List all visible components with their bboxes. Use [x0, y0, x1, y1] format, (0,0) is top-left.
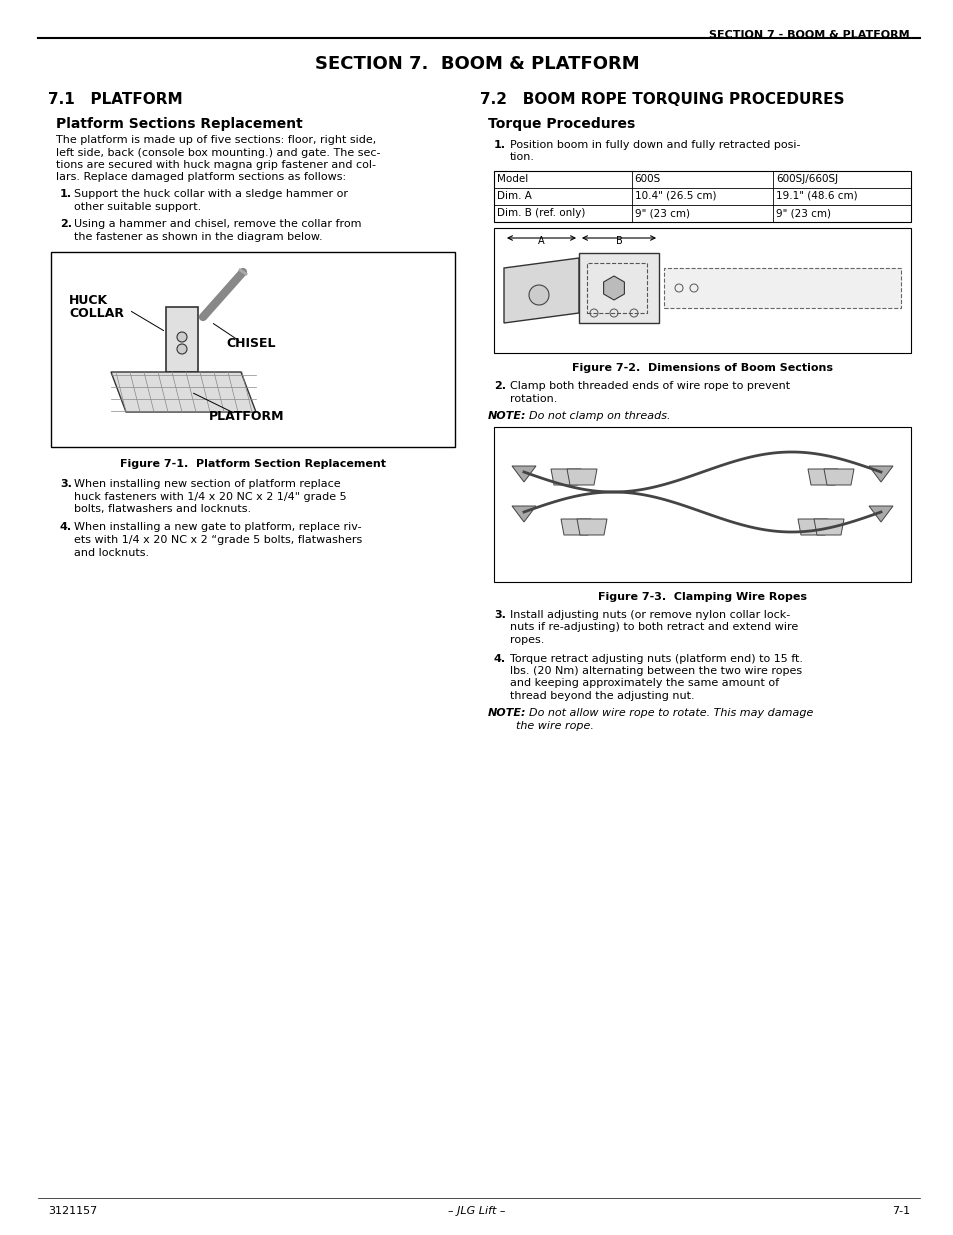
Text: The platform is made up of five sections: floor, right side,: The platform is made up of five sections…	[56, 135, 375, 144]
Text: Platform Sections Replacement: Platform Sections Replacement	[56, 117, 302, 131]
Text: Model: Model	[497, 174, 528, 184]
Text: Dim. A: Dim. A	[497, 191, 532, 201]
Text: A: A	[537, 236, 544, 246]
Circle shape	[177, 332, 187, 342]
Text: Clamp both threaded ends of wire rope to prevent: Clamp both threaded ends of wire rope to…	[510, 382, 789, 391]
Text: PLATFORM: PLATFORM	[209, 410, 284, 424]
Polygon shape	[512, 466, 536, 482]
Text: tions are secured with huck magna grip fastener and col-: tions are secured with huck magna grip f…	[56, 161, 375, 170]
Bar	[494, 170, 910, 222]
Text: SECTION 7.  BOOM & PLATFORM: SECTION 7. BOOM & PLATFORM	[314, 56, 639, 73]
Polygon shape	[503, 258, 578, 324]
Text: Dim. B (ref. only): Dim. B (ref. only)	[497, 207, 585, 219]
Text: the wire rope.: the wire rope.	[488, 721, 594, 731]
Text: and locknuts.: and locknuts.	[74, 547, 149, 557]
Text: nuts if re-adjusting) to both retract and extend wire: nuts if re-adjusting) to both retract an…	[510, 622, 798, 632]
Text: Install adjusting nuts (or remove nylon collar lock-: Install adjusting nuts (or remove nylon …	[510, 610, 789, 620]
Text: rotation.: rotation.	[510, 394, 557, 404]
Text: 600SJ/660SJ: 600SJ/660SJ	[776, 174, 838, 184]
Text: left side, back (console box mounting.) and gate. The sec-: left side, back (console box mounting.) …	[56, 147, 380, 158]
Text: 3121157: 3121157	[48, 1207, 97, 1216]
Text: NOTE:: NOTE:	[488, 709, 526, 719]
Text: When installing new section of platform replace: When installing new section of platform …	[74, 479, 340, 489]
Text: 9" (23 cm): 9" (23 cm)	[776, 207, 830, 219]
Text: 3.: 3.	[60, 479, 71, 489]
Text: the fastener as shown in the diagram below.: the fastener as shown in the diagram bel…	[74, 231, 322, 242]
Text: bolts, flatwashers and locknuts.: bolts, flatwashers and locknuts.	[74, 504, 251, 514]
Polygon shape	[512, 506, 536, 522]
Polygon shape	[868, 466, 892, 482]
Text: Figure 7-3.  Clamping Wire Ropes: Figure 7-3. Clamping Wire Ropes	[598, 592, 806, 601]
Text: lbs. (20 Nm) alternating between the two wire ropes: lbs. (20 Nm) alternating between the two…	[510, 666, 801, 676]
Text: other suitable support.: other suitable support.	[74, 201, 201, 211]
Polygon shape	[868, 506, 892, 522]
Bar	[586, 263, 646, 312]
Text: B: B	[615, 236, 621, 246]
Bar	[663, 268, 900, 308]
Text: Figure 7-2.  Dimensions of Boom Sections: Figure 7-2. Dimensions of Boom Sections	[572, 363, 832, 373]
Text: CHISEL: CHISEL	[226, 337, 275, 350]
Text: SECTION 7 - BOOM & PLATFORM: SECTION 7 - BOOM & PLATFORM	[709, 30, 909, 40]
Text: 1.: 1.	[60, 189, 71, 199]
Bar	[51, 252, 455, 447]
Text: ropes.: ropes.	[510, 635, 544, 645]
Text: Do not allow wire rope to rotate. This may damage: Do not allow wire rope to rotate. This m…	[521, 709, 813, 719]
Text: Figure 7-1.  Platform Section Replacement: Figure 7-1. Platform Section Replacement	[120, 459, 386, 469]
Polygon shape	[807, 469, 837, 485]
Text: 3.: 3.	[494, 610, 505, 620]
Text: ets with 1/4 x 20 NC x 2 “grade 5 bolts, flatwashers: ets with 1/4 x 20 NC x 2 “grade 5 bolts,…	[74, 535, 362, 545]
Polygon shape	[551, 469, 580, 485]
Text: 600S: 600S	[634, 174, 660, 184]
Text: When installing a new gate to platform, replace riv-: When installing a new gate to platform, …	[74, 522, 361, 532]
Text: Torque retract adjusting nuts (platform end) to 15 ft.: Torque retract adjusting nuts (platform …	[510, 653, 802, 663]
Text: 4.: 4.	[60, 522, 72, 532]
Text: tion.: tion.	[510, 152, 535, 163]
Text: 1.: 1.	[494, 140, 505, 149]
Text: 9" (23 cm): 9" (23 cm)	[634, 207, 689, 219]
Text: 7-1: 7-1	[891, 1207, 909, 1216]
Text: 2.: 2.	[494, 382, 505, 391]
Polygon shape	[111, 372, 255, 412]
Text: Support the huck collar with a sledge hammer or: Support the huck collar with a sledge ha…	[74, 189, 348, 199]
Text: COLLAR: COLLAR	[69, 308, 124, 320]
Text: 7.2   BOOM ROPE TORQUING PROCEDURES: 7.2 BOOM ROPE TORQUING PROCEDURES	[479, 91, 843, 107]
Text: – JLG Lift –: – JLG Lift –	[448, 1207, 505, 1216]
Polygon shape	[560, 519, 590, 535]
Text: 4.: 4.	[494, 653, 506, 663]
Text: Using a hammer and chisel, remove the collar from: Using a hammer and chisel, remove the co…	[74, 219, 361, 228]
Text: Position boom in fully down and fully retracted posi-: Position boom in fully down and fully re…	[510, 140, 800, 149]
Polygon shape	[797, 519, 827, 535]
Polygon shape	[603, 275, 623, 300]
Text: NOTE:: NOTE:	[488, 411, 526, 421]
Circle shape	[529, 285, 548, 305]
Polygon shape	[813, 519, 843, 535]
Circle shape	[177, 345, 187, 354]
Polygon shape	[823, 469, 853, 485]
Text: Do not clamp on threads.: Do not clamp on threads.	[521, 411, 670, 421]
Text: 19.1" (48.6 cm): 19.1" (48.6 cm)	[776, 191, 857, 201]
Text: lars. Replace damaged platform sections as follows:: lars. Replace damaged platform sections …	[56, 173, 346, 183]
Bar	[578, 253, 659, 324]
Text: 10.4" (26.5 cm): 10.4" (26.5 cm)	[634, 191, 716, 201]
Text: 2.: 2.	[60, 219, 71, 228]
Polygon shape	[566, 469, 597, 485]
Text: thread beyond the adjusting nut.: thread beyond the adjusting nut.	[510, 692, 694, 701]
Bar	[494, 228, 910, 353]
Text: HUCK: HUCK	[69, 294, 108, 308]
Text: 7.1   PLATFORM: 7.1 PLATFORM	[48, 91, 182, 107]
Text: and keeping approximately the same amount of: and keeping approximately the same amoun…	[510, 678, 779, 688]
Bar	[166, 308, 198, 372]
Text: Torque Procedures: Torque Procedures	[488, 117, 635, 131]
Text: huck fasteners with 1/4 x 20 NC x 2 1/4" grade 5: huck fasteners with 1/4 x 20 NC x 2 1/4"…	[74, 492, 346, 501]
Bar	[494, 427, 910, 582]
Polygon shape	[577, 519, 606, 535]
